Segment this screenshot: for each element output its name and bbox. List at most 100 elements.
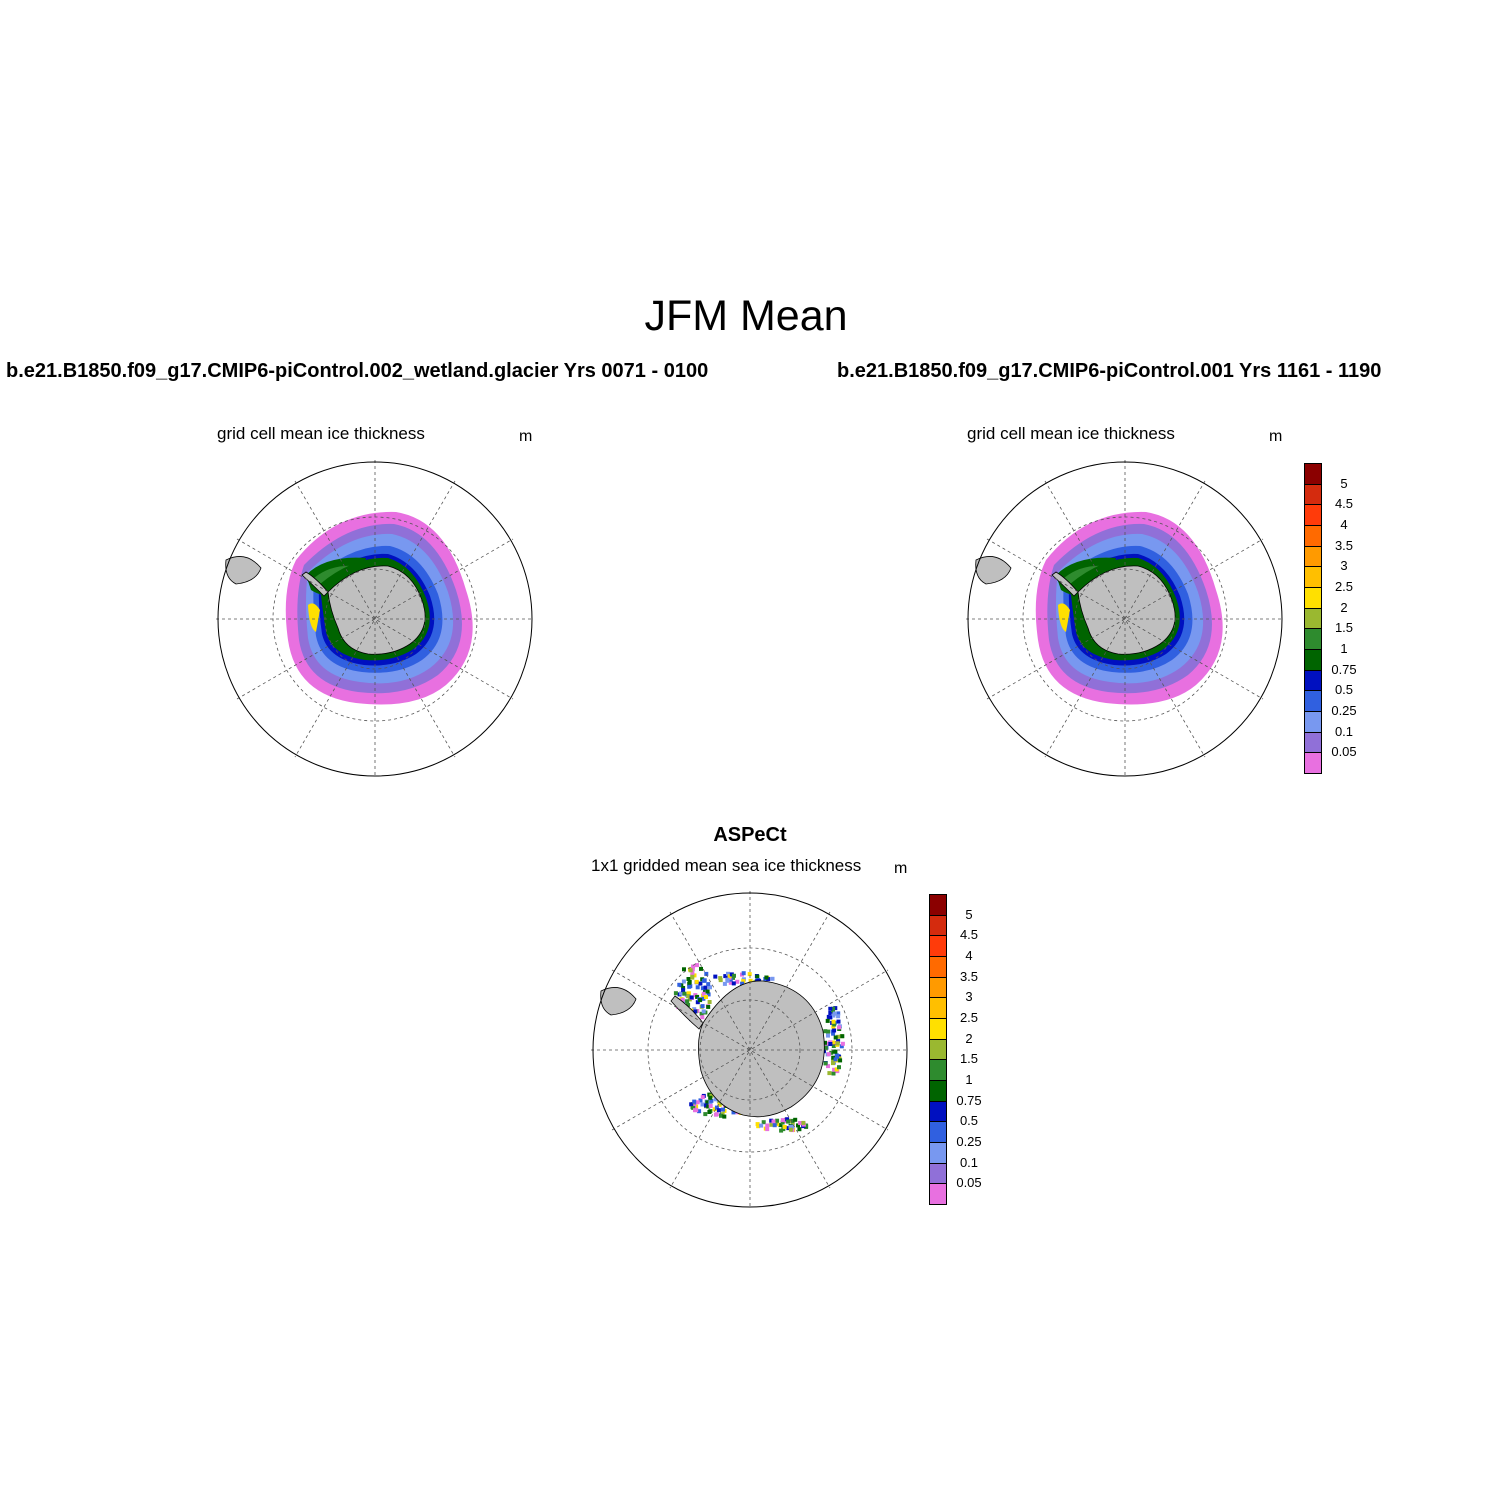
observation-cell: [705, 1100, 710, 1105]
observation-cell: [788, 1124, 793, 1129]
observation-cell: [840, 1034, 845, 1039]
observation-cell: [832, 1067, 837, 1072]
colorbar-swatch: [1304, 566, 1322, 588]
observation-cell: [771, 1119, 776, 1124]
colorbar-swatch: [929, 1121, 947, 1143]
observation-cell: [704, 995, 708, 999]
observation-cell: [689, 1102, 694, 1107]
observation-cell: [765, 1123, 770, 1128]
observation-cell: [840, 1041, 845, 1046]
colorbar-swatch: [929, 997, 947, 1019]
observation-cell: [832, 1022, 837, 1027]
observation-cell: [835, 1041, 840, 1046]
observation-cell: [828, 1015, 832, 1020]
observation-cell: [786, 1126, 791, 1131]
colorbar-swatch: [929, 1038, 947, 1061]
observation-cell: [797, 1127, 802, 1132]
observation-cell: [838, 1058, 843, 1063]
observation-cell: [781, 1127, 786, 1132]
colorbar-label: 0.25: [1331, 703, 1357, 718]
colorbar-label: 0.5: [1334, 682, 1354, 698]
observation-cell: [718, 978, 723, 983]
south-america-land: [225, 556, 262, 585]
colorbar-swatch: [1304, 711, 1322, 733]
observation-cell: [732, 973, 736, 978]
observation-cell: [707, 1000, 712, 1004]
observation-cell: [699, 966, 703, 971]
observation-cell: [722, 981, 727, 986]
observation-cell: [735, 979, 740, 984]
observation-cell: [831, 1071, 836, 1076]
observation-cell: [788, 1127, 793, 1132]
observation-cell: [682, 967, 686, 972]
observation-cell: [701, 1009, 706, 1014]
colorbar-swatch: [1304, 483, 1322, 506]
observation-cell: [765, 1127, 770, 1132]
panel-2-units-label: m: [1269, 428, 1283, 445]
colorbar-swatch: [929, 1018, 947, 1040]
colorbar-top: 5 4.5 4 3.5 3 2.5 2 1.5 1 0.75 0.5 0.25 0.1 0.05: [1304, 463, 1364, 774]
observation-cell: [731, 981, 736, 986]
observation-cell: [729, 972, 734, 977]
observation-cell: [778, 1123, 783, 1128]
observation-cell: [759, 1123, 764, 1128]
colorbar-label: 5: [965, 906, 973, 922]
observation-cell: [690, 970, 695, 975]
observation-cell: [823, 1029, 828, 1034]
observation-cell: [780, 1120, 785, 1125]
observation-cell: [698, 981, 703, 986]
observation-cell: [707, 1092, 712, 1097]
observation-cell: [831, 1055, 836, 1060]
observation-cell: [798, 1121, 803, 1125]
observation-cell: [700, 1004, 705, 1009]
observation-cell: [719, 1113, 723, 1118]
observation-cell: [827, 1071, 832, 1076]
observation-cell: [692, 1007, 697, 1012]
observation-cell: [836, 1019, 841, 1024]
observation-cell: [837, 1025, 842, 1030]
observation-cell: [712, 1107, 717, 1112]
observation-cell: [755, 1122, 760, 1127]
graticule: [216, 460, 534, 778]
map-boundary: [592, 892, 908, 1208]
observation-cell: [748, 978, 753, 983]
observation-cell: [691, 1105, 696, 1110]
panel-2-variable-label: grid cell mean ice thickness: [967, 424, 1175, 443]
observation-cell: [703, 989, 707, 994]
observation-cell: [725, 977, 730, 982]
observation-cell: [691, 964, 696, 969]
colorbar-label: 1: [1340, 641, 1348, 656]
colorbar-label: 4.5: [1334, 496, 1354, 512]
observation-cell: [741, 971, 746, 976]
observation-cell: [837, 1065, 841, 1070]
observation-cell: [695, 1100, 700, 1105]
colorbar-label: 1.5: [1334, 620, 1354, 636]
observation-cell: [682, 991, 687, 996]
observation-cell: [704, 1103, 709, 1108]
observation-cell: [697, 1109, 702, 1114]
colorbar-label: 3.5: [1334, 537, 1354, 553]
observation-cell: [831, 1006, 836, 1011]
colorbar-label: 4.5: [959, 927, 979, 943]
observation-cell: [688, 968, 693, 973]
observation-cell: [695, 963, 699, 968]
colorbar-label: 2: [965, 1030, 973, 1046]
observation-cell: [831, 1031, 836, 1036]
observation-cell: [686, 991, 691, 996]
colorbar-swatch: [1304, 669, 1322, 692]
observation-cell: [731, 975, 735, 980]
observation-cell: [692, 1009, 697, 1014]
colorbar-swatch: [929, 1059, 947, 1081]
observation-cell: [831, 1058, 836, 1063]
observation-cell: [836, 1034, 841, 1039]
observation-cell: [681, 986, 686, 990]
observation-cell: [695, 1000, 700, 1005]
colorbar-swatch: [1304, 649, 1322, 671]
colorbar-swatch: [929, 914, 947, 937]
colorbar-swatch: [1304, 628, 1322, 650]
observation-cell: [700, 986, 705, 991]
observation-cell: [686, 994, 691, 998]
panel-1-run-title: b.e21.B1850.f09_g17.CMIP6-piControl.002_…: [6, 360, 709, 382]
observation-cell: [723, 974, 728, 979]
observation-cell: [831, 1061, 835, 1066]
